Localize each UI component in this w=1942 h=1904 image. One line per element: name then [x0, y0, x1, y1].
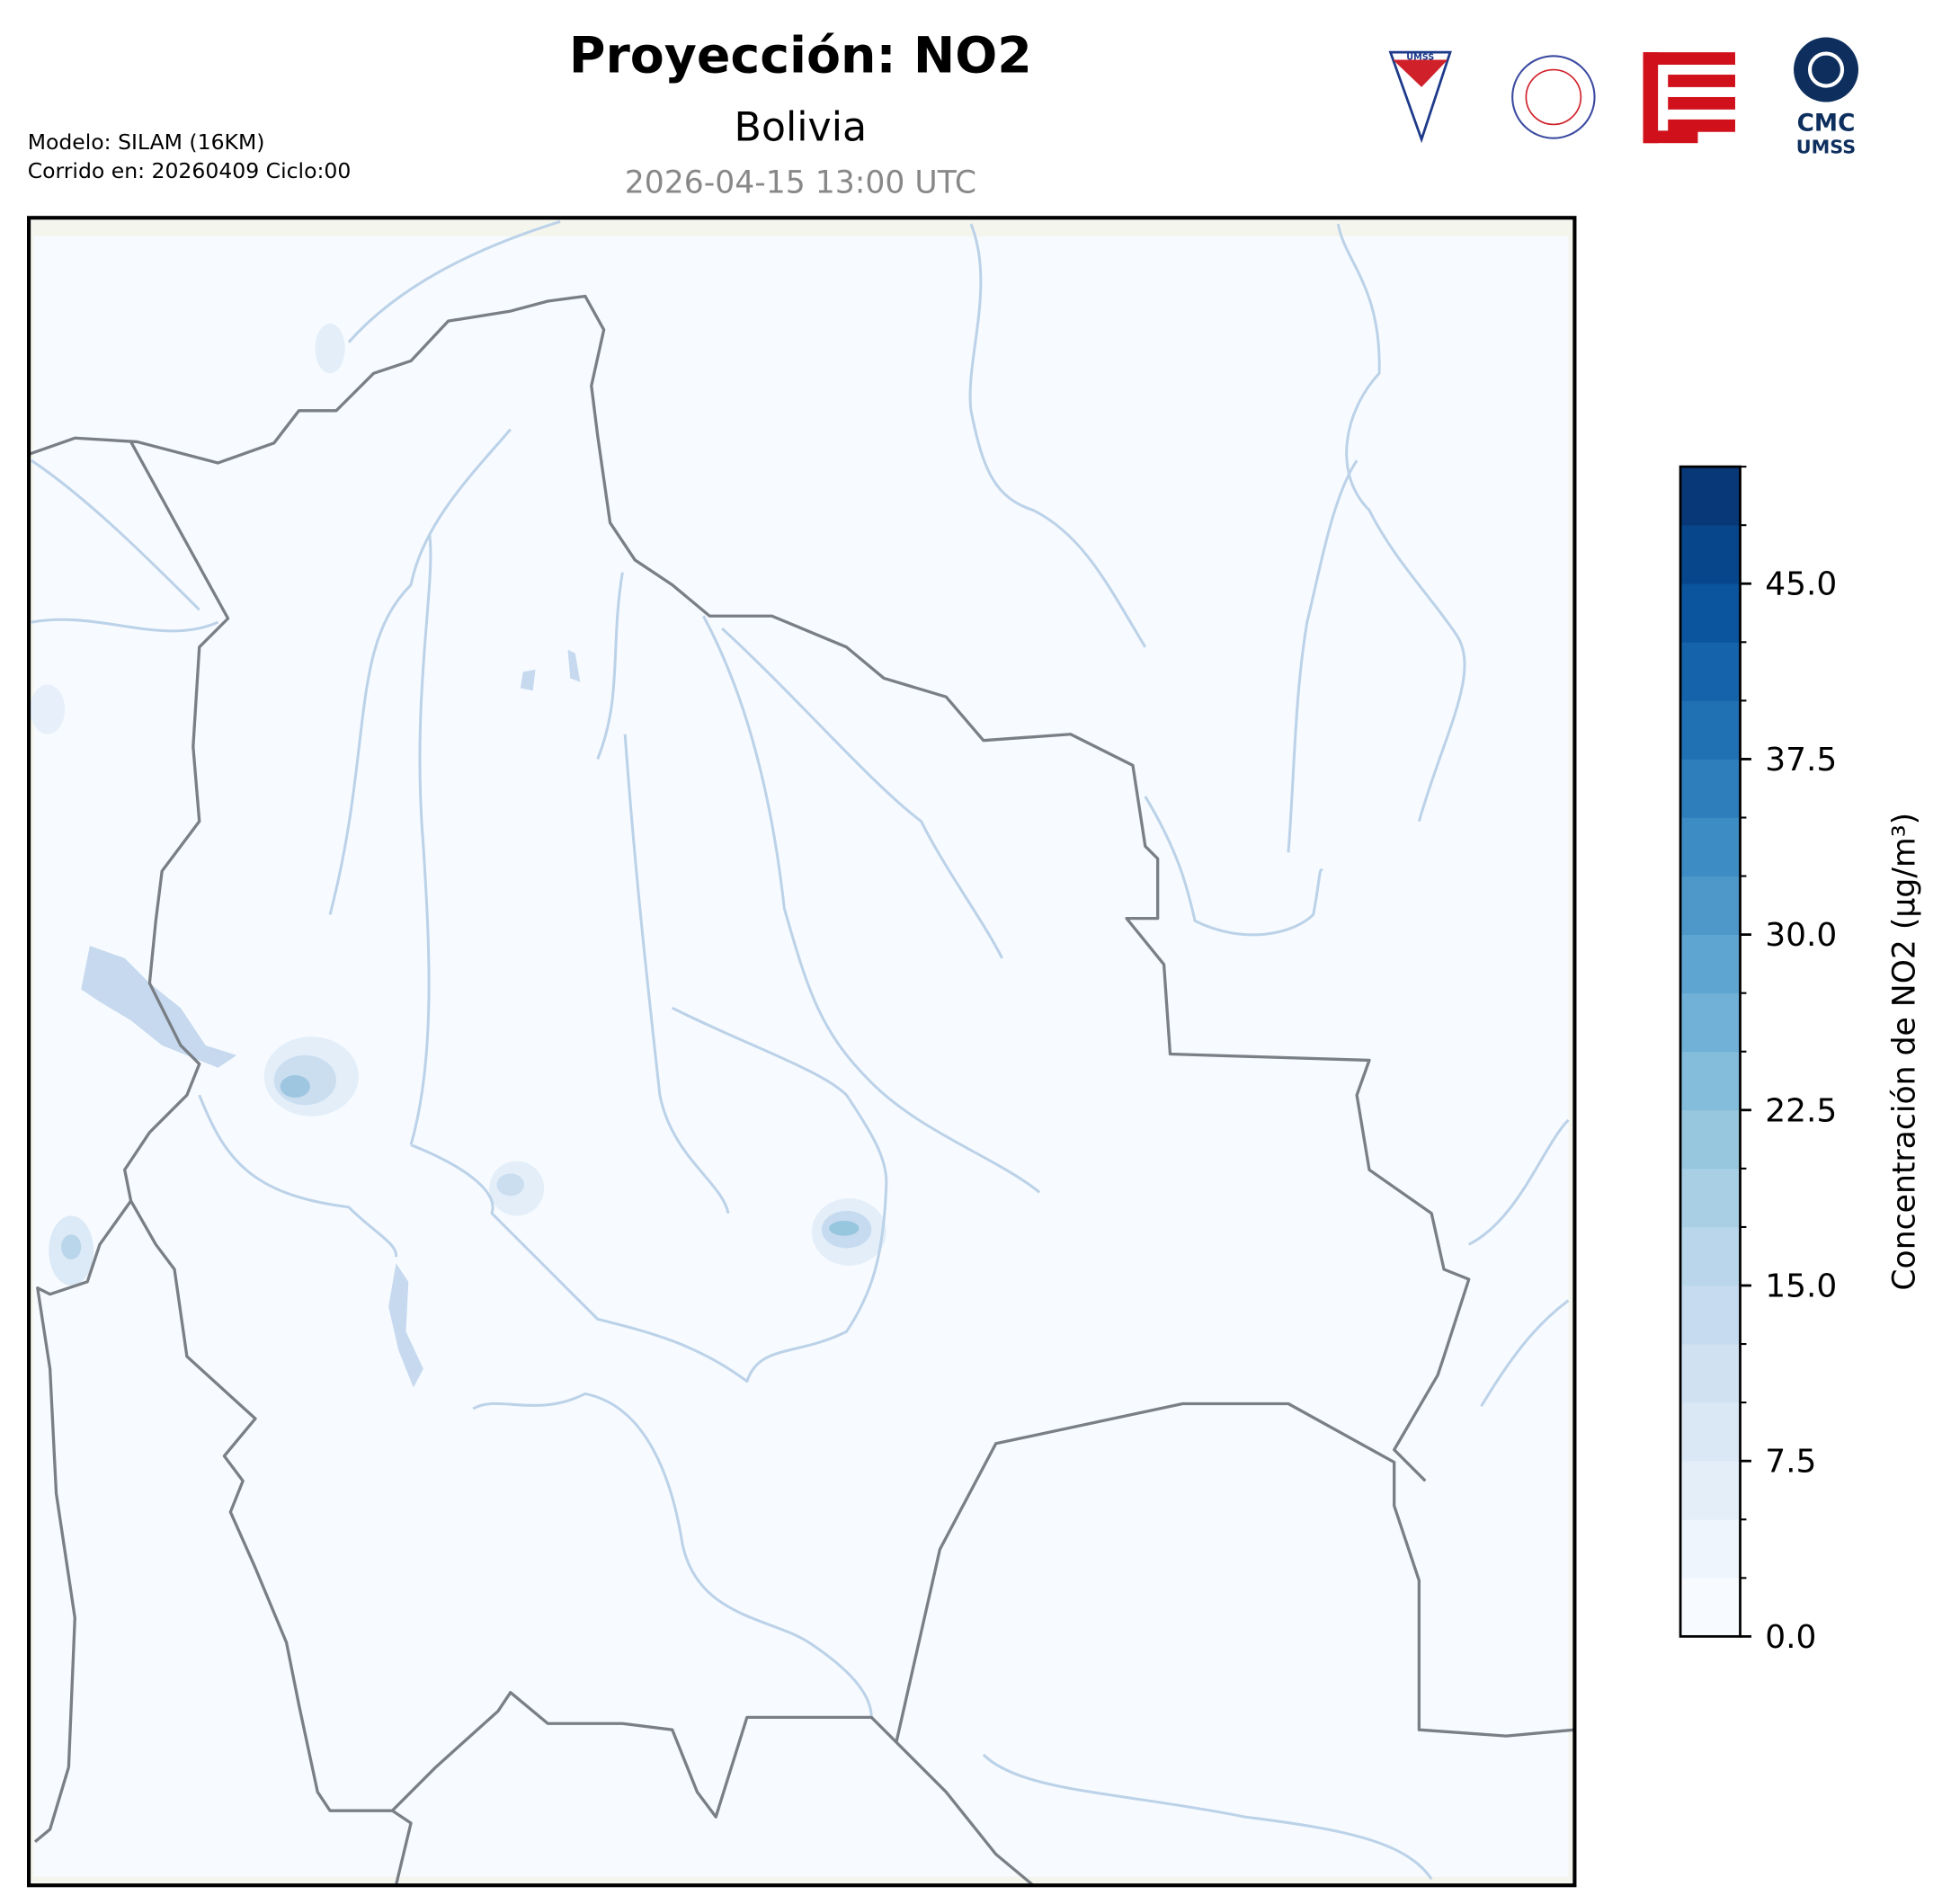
tick-label: 22.5 [1765, 1092, 1837, 1129]
run-info: Corrido en: 20260409 Ciclo:00 [28, 158, 352, 183]
datetime: 2026-04-15 13:00 UTC [625, 165, 976, 201]
tick-label: 37.5 [1765, 742, 1837, 779]
logo-text: UMSS [1796, 136, 1856, 157]
colorbar-band [1679, 1051, 1741, 1111]
map [26, 216, 1577, 1888]
colorbar-frame [1679, 465, 1742, 1638]
logo-umss: UMSS [1388, 50, 1452, 144]
colorbar-band [1679, 1577, 1741, 1637]
colorbar-band [1679, 1109, 1741, 1170]
colorbar-band [1679, 934, 1741, 994]
model-info: Modelo: SILAM (16KM) [28, 129, 265, 155]
colorbar-band [1679, 641, 1741, 701]
logo-red [1643, 52, 1735, 144]
colorbar-band [1679, 759, 1741, 818]
colorbar-band [1679, 700, 1741, 760]
colorbar-band [1679, 876, 1741, 935]
colorbar-band [1679, 1168, 1741, 1228]
colorbar-band [1679, 1518, 1741, 1579]
colorbar-band [1679, 524, 1741, 584]
logo-cmc: CMC UMSS [1794, 37, 1859, 157]
tick-label: 0.0 [1765, 1619, 1816, 1656]
colorbar-label: Concentración de NO2 (µg/m³) [1886, 813, 1922, 1291]
concentration [30, 323, 886, 1388]
tick-label: 45.0 [1765, 566, 1837, 603]
logo-text: CMC [1797, 110, 1856, 137]
colorbar-band [1679, 817, 1741, 876]
tick-label: 30.0 [1765, 917, 1837, 954]
logo-text: UMSS [1406, 52, 1434, 62]
tick-label: 15.0 [1765, 1268, 1837, 1304]
colorbar-band [1679, 1226, 1741, 1286]
tick-label: 7.5 [1765, 1444, 1816, 1481]
title: Proyección: NO2 [569, 27, 1032, 85]
colorbar-band [1679, 1460, 1741, 1520]
logo-fisica [1511, 55, 1596, 139]
subtitle: Bolivia [734, 104, 867, 150]
colorbar-band [1679, 1343, 1741, 1403]
colorbar-band [1679, 992, 1741, 1053]
colorbar-band [1679, 466, 1741, 526]
rivers [30, 219, 1570, 1881]
borders [28, 294, 1575, 1887]
colorbar-band [1679, 583, 1741, 643]
colorbar-band [1679, 1285, 1741, 1345]
colorbar: 0.0 7.5 15.0 22.5 30.0 37.5 45.0 [1679, 465, 1837, 1656]
colorbar-band [1679, 1401, 1741, 1462]
